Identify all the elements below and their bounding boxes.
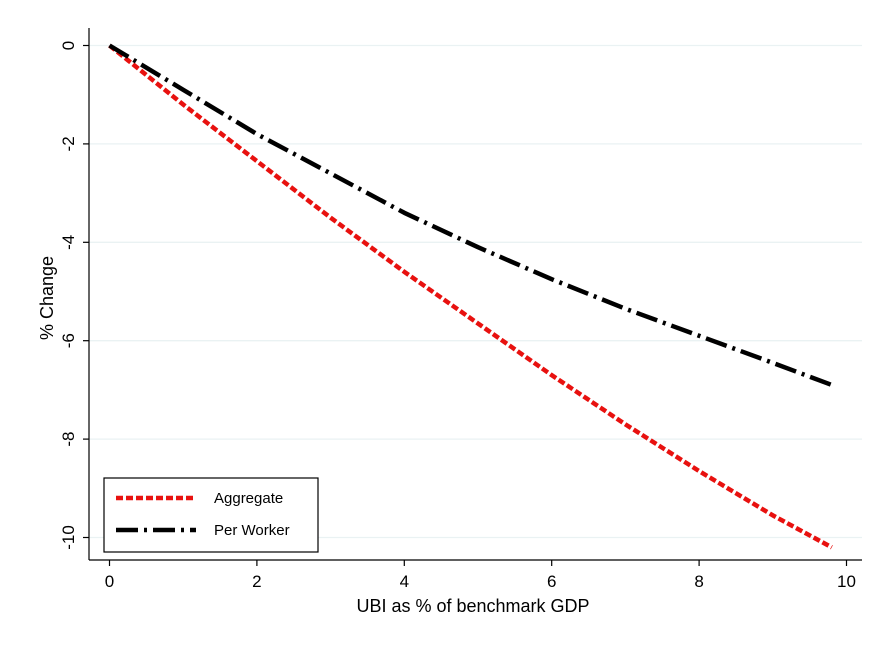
y-tick-label: -4 <box>59 235 78 250</box>
legend: Aggregate Per Worker <box>103 477 319 553</box>
x-tick-label: 0 <box>105 572 114 591</box>
series-line-per-worker <box>108 43 833 388</box>
y-tick-label: -6 <box>59 333 78 348</box>
legend-label-per-worker: Per Worker <box>214 522 290 539</box>
axes: 0 -2 -4 -6 -8 -10 0 2 4 6 8 10 <box>59 28 862 591</box>
x-tick-label: 8 <box>694 572 703 591</box>
y-tick-label: 0 <box>59 41 78 50</box>
series-line-aggregate <box>108 43 833 550</box>
y-tick-label: -2 <box>59 136 78 151</box>
y-axis-title: % Change <box>37 256 57 340</box>
series-lines <box>108 43 833 550</box>
x-tick-label: 2 <box>252 572 261 591</box>
legend-label-aggregate: Aggregate <box>214 490 283 507</box>
x-axis-title: UBI as % of benchmark GDP <box>356 596 589 616</box>
y-tick-label: -8 <box>59 432 78 447</box>
legend-box <box>103 477 319 553</box>
x-tick-label: 10 <box>837 572 856 591</box>
y-tick-label: -10 <box>59 525 78 550</box>
x-tick-label: 4 <box>400 572 409 591</box>
x-tick-label: 6 <box>547 572 556 591</box>
